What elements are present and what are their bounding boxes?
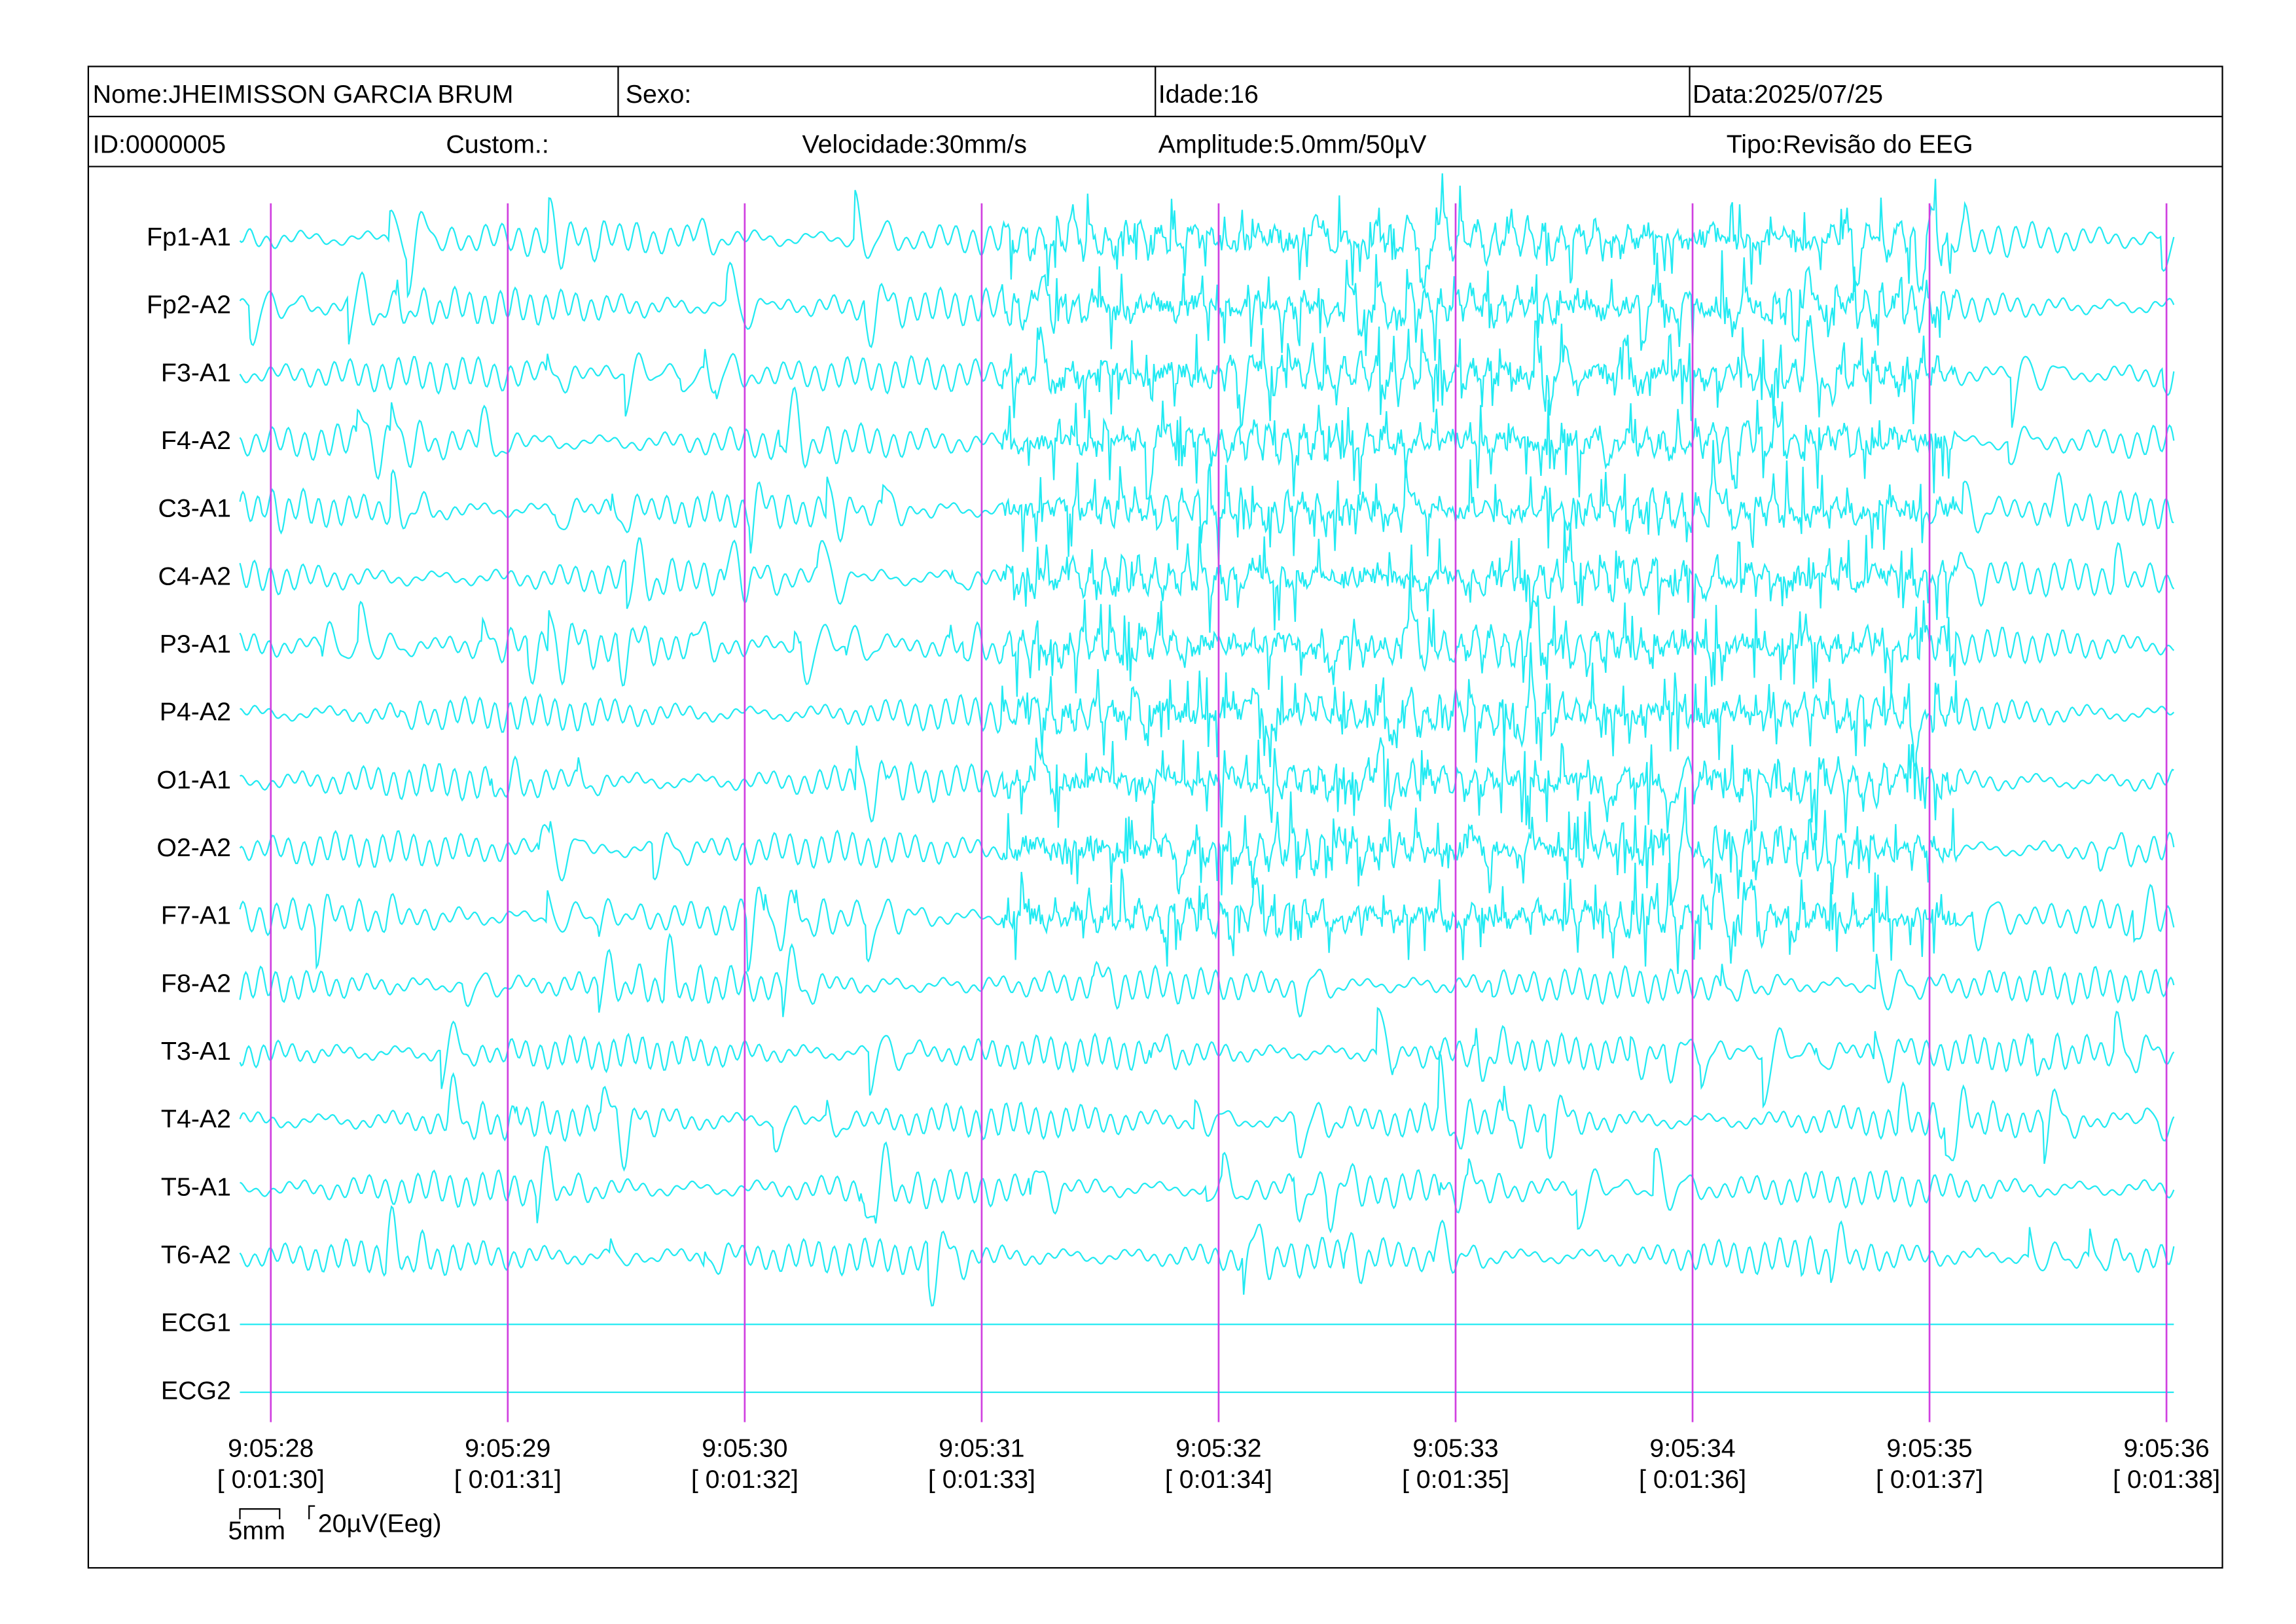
exam-date: Data:2025/07/25 [1693, 80, 1883, 109]
scale-bar [239, 1508, 281, 1520]
elapsed-label: [ 0:01:37] [1876, 1465, 1983, 1494]
channel-label: O2-A2 [156, 833, 231, 862]
patient-sex: Sexo: [626, 80, 692, 109]
patient-name: Nome:JHEIMISSON GARCIA BRUM [93, 80, 514, 109]
elapsed-label: [ 0:01:32] [691, 1465, 798, 1494]
eeg-trace [239, 250, 2175, 361]
channel-label: P4-A2 [160, 698, 231, 727]
channel-label: C3-A1 [158, 494, 232, 523]
time-label: 9:05:36 [2123, 1434, 2209, 1463]
eeg-trace [239, 315, 2175, 429]
eeg-trace [239, 440, 2174, 565]
eeg-trace [239, 571, 2175, 698]
elapsed-label: [ 0:01:34] [1165, 1465, 1272, 1494]
channel-label: O1-A1 [156, 765, 231, 794]
eeg-trace [239, 1007, 2175, 1109]
time-label: 9:05:32 [1175, 1434, 1261, 1463]
eeg-trace [239, 1205, 2175, 1307]
elapsed-label: [ 0:01:31] [454, 1465, 562, 1494]
amplitude: Amplitude:5.0mm/50µV [1158, 130, 1427, 158]
eeg-trace [239, 863, 2175, 974]
channel-label: P3-A1 [160, 630, 231, 659]
channel-label: F8-A2 [161, 969, 231, 998]
patient-id: ID:0000005 [93, 130, 226, 158]
eeg-trace [239, 386, 2175, 500]
channel-label: Fp1-A1 [147, 223, 231, 251]
speed: Velocidade:30mm/s [802, 130, 1027, 158]
time-label: 9:05:29 [465, 1434, 550, 1463]
channel-label: T3-A1 [161, 1037, 231, 1066]
patient-age: Idade:16 [1158, 80, 1259, 109]
review-type: Tipo:Revisão do EEG [1727, 130, 1973, 158]
channel-label: T5-A1 [161, 1172, 231, 1201]
elapsed-label: [ 0:01:33] [928, 1465, 1035, 1494]
channel-label: F7-A1 [161, 901, 231, 930]
elapsed-label: [ 0:01:38] [2113, 1465, 2220, 1494]
custom: Custom.: [446, 130, 548, 158]
channel-label: C4-A2 [158, 562, 232, 590]
time-label: 9:05:28 [228, 1434, 314, 1463]
eeg-trace [239, 519, 2175, 633]
eeg-trace [239, 1050, 2175, 1172]
scale-bracket [308, 1505, 315, 1520]
time-label: 9:05:35 [1886, 1434, 1972, 1463]
channel-label: ECG2 [161, 1376, 231, 1405]
time-label: 9:05:34 [1649, 1434, 1735, 1463]
eeg-trace [240, 1141, 2175, 1234]
channel-label: ECG1 [161, 1308, 231, 1337]
eeg-trace [240, 642, 2175, 799]
channel-label: T4-A2 [161, 1105, 231, 1134]
traces [239, 173, 2175, 1394]
time-label: 9:05:31 [939, 1434, 1024, 1463]
time-label: 9:05:30 [702, 1434, 787, 1463]
channel-label: T6-A2 [161, 1240, 231, 1269]
eeg-trace [239, 787, 2175, 906]
eeg-trace [239, 173, 2175, 299]
channel-label: F4-A2 [161, 426, 231, 455]
elapsed-label: [ 0:01:36] [1639, 1465, 1746, 1494]
time-label: 9:05:33 [1412, 1434, 1498, 1463]
scale-length: 5mm [228, 1517, 285, 1545]
eeg-trace [239, 933, 2175, 1018]
elapsed-label: [ 0:01:35] [1402, 1465, 1509, 1494]
scale-amplitude: 20µV(Eeg) [318, 1509, 442, 1538]
channel-label: Fp2-A2 [147, 291, 231, 319]
elapsed-label: [ 0:01:30] [217, 1465, 325, 1494]
channel-label: F3-A1 [161, 358, 231, 387]
eeg-trace [240, 737, 2174, 840]
